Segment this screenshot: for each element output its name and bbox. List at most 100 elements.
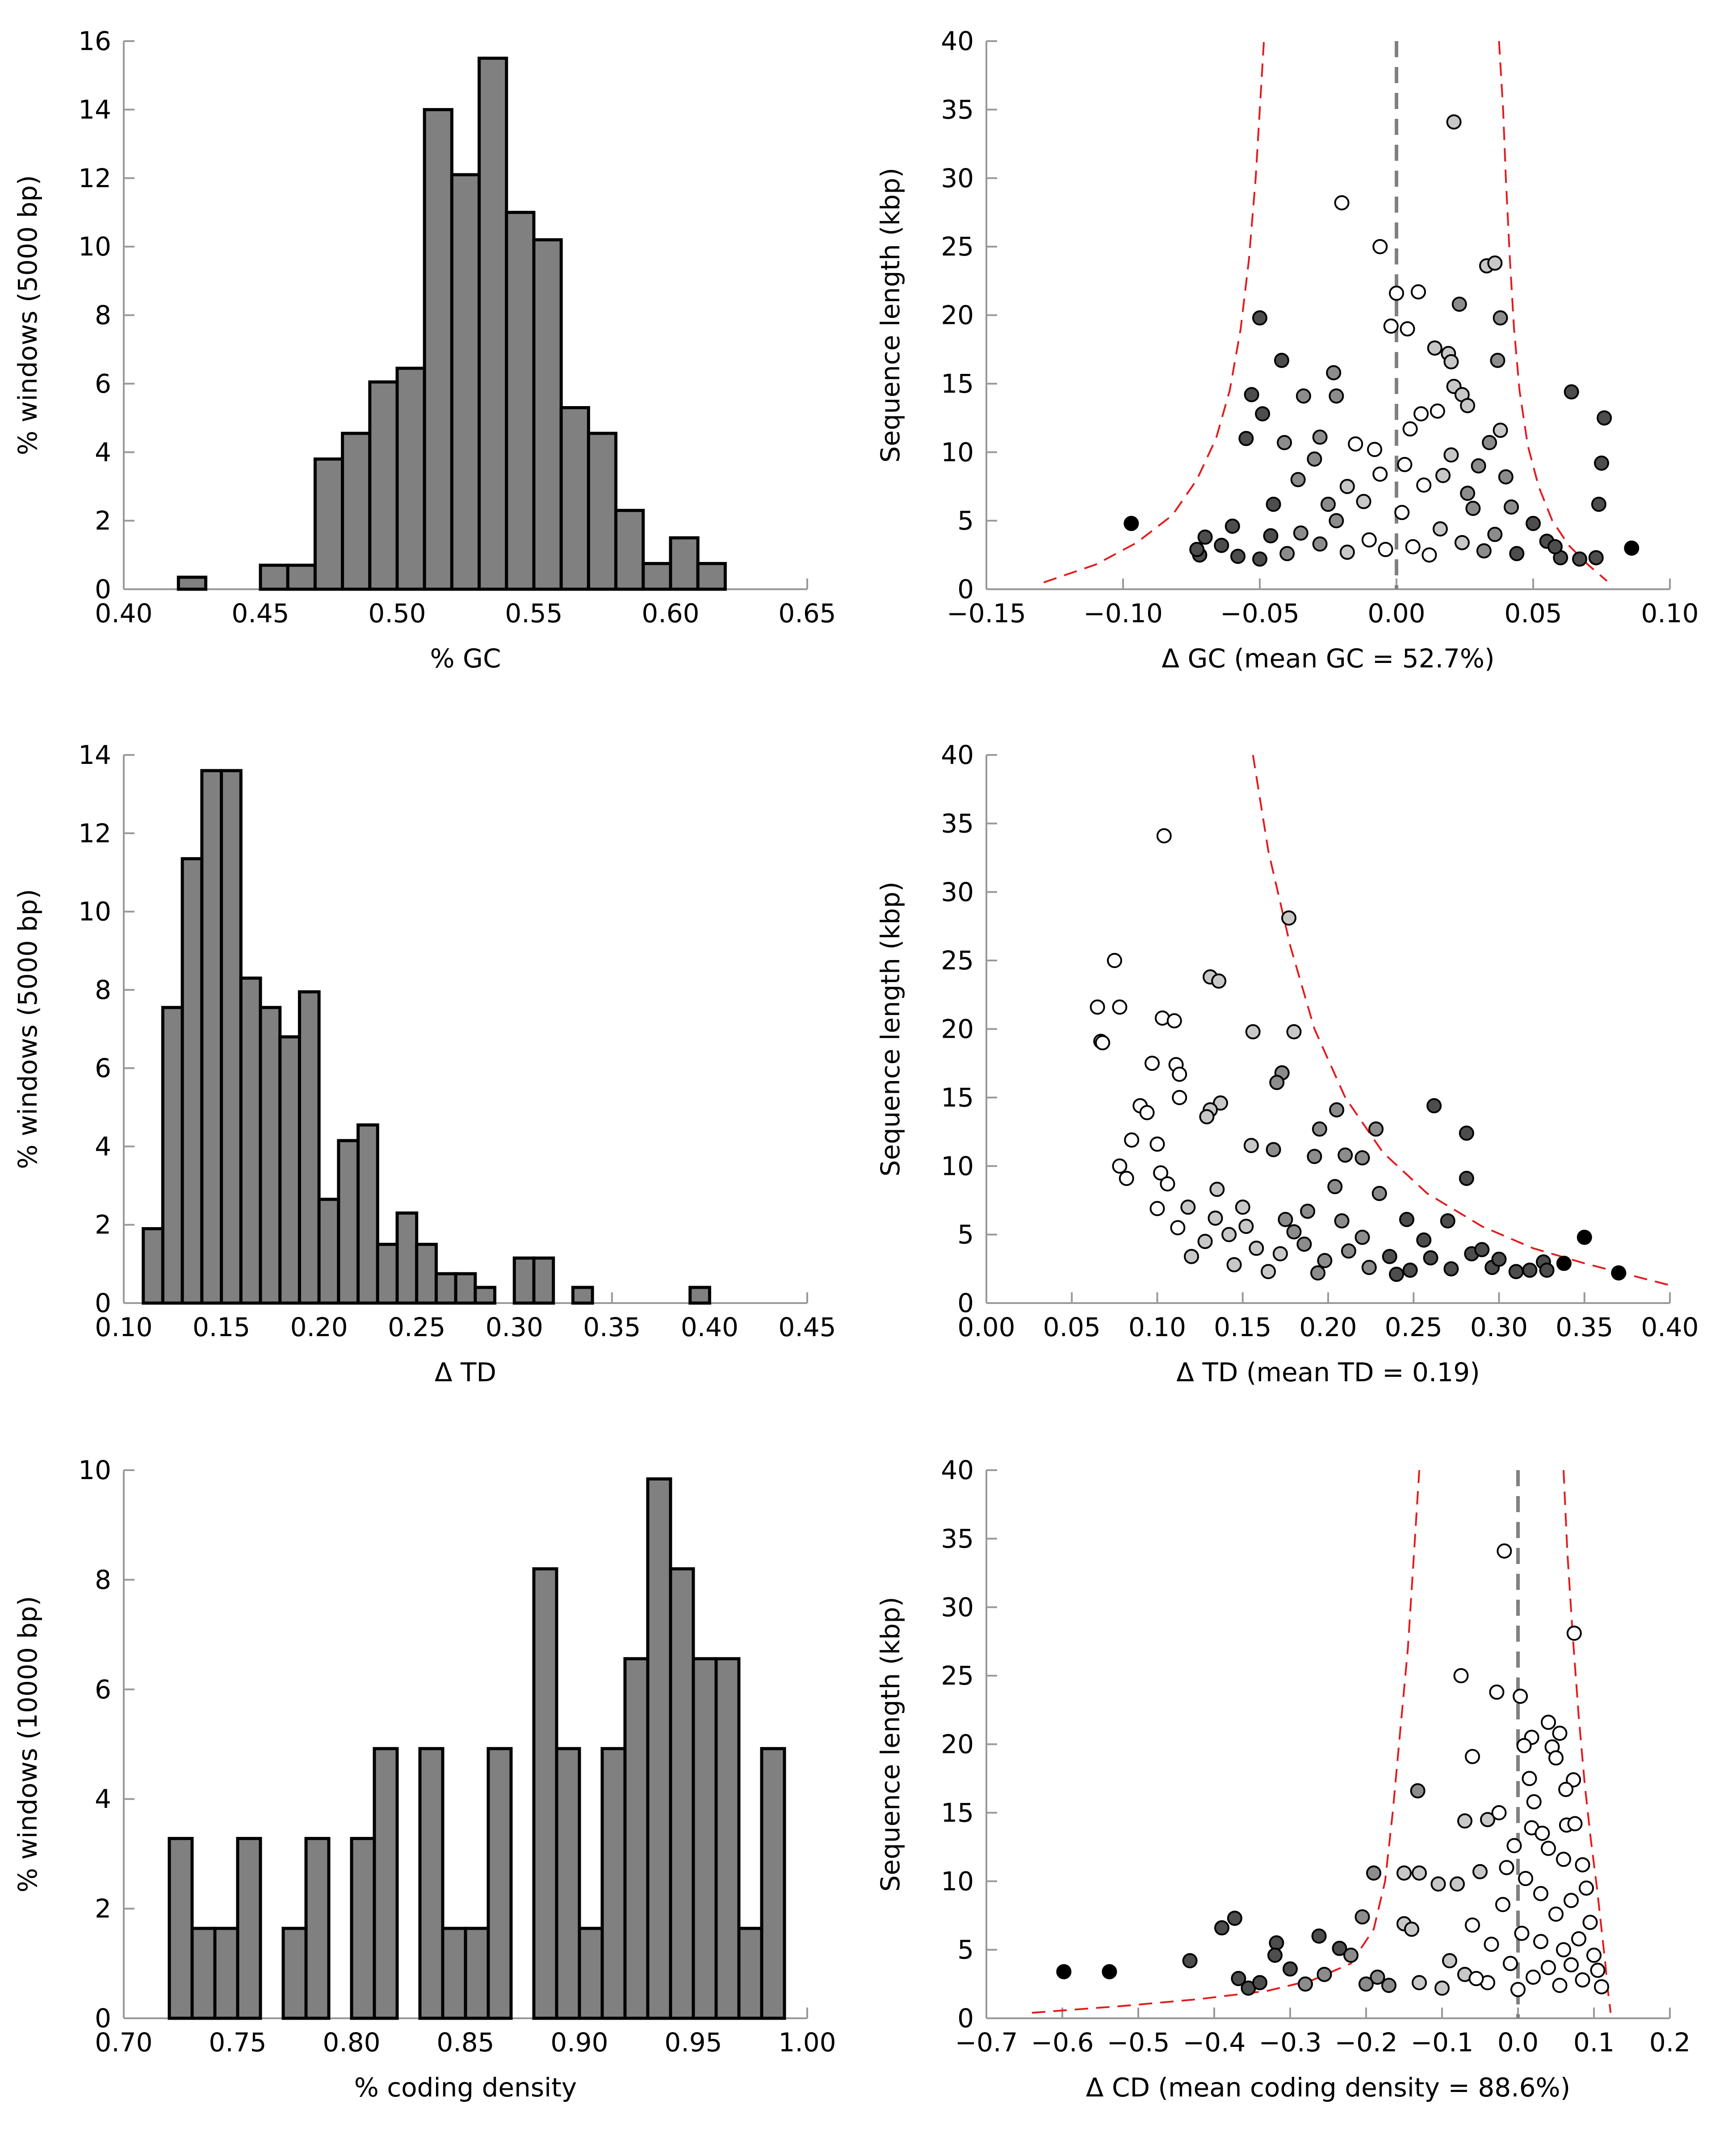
td-scatter-x-tick-label: 0.05 (1043, 1312, 1101, 1342)
cd-scatter-point (1227, 1911, 1242, 1926)
gc-scatter-point (1293, 525, 1308, 541)
gc-scatter-point (1460, 486, 1476, 501)
cd-scatter-bound-curve (1032, 1470, 1420, 2014)
td-scatter-point (1095, 1035, 1111, 1051)
cd-scatter-point (1518, 1871, 1533, 1886)
gc-hist-y-tick-label: 2 (95, 506, 111, 536)
td-hist-bar (434, 1272, 457, 1305)
gc-hist-bar (505, 210, 536, 591)
cd-hist-bar (350, 1837, 376, 2020)
td-hist-bar (259, 1006, 282, 1305)
td-scatter-x-tick-label: 0.40 (1641, 1312, 1698, 1342)
cd-scatter-point (1465, 1749, 1480, 1765)
td-scatter-point (1170, 1220, 1186, 1236)
cd-scatter-point (1533, 1934, 1548, 1949)
cd-scatter-point (1526, 1794, 1542, 1810)
gc-scatter-y-tick-label: 30 (941, 163, 974, 193)
td-hist-bar (356, 1123, 379, 1305)
gc-hist-x-tick-label: 0.60 (642, 598, 699, 629)
cd-scatter-point (1359, 1976, 1374, 1992)
td-scatter-point (1440, 1213, 1455, 1228)
td-scatter-point (1361, 1260, 1377, 1275)
cd-scatter-point (1102, 1964, 1117, 1979)
gc-scatter-point (1290, 472, 1306, 487)
td-hist-x-tick-label: 0.40 (681, 1312, 738, 1342)
td-hist-bar (395, 1211, 419, 1305)
gc-scatter-point (1321, 496, 1336, 512)
td-scatter-point (1119, 1170, 1134, 1186)
gc-hist-bar (395, 366, 426, 591)
cd-scatter-point (1541, 1840, 1556, 1856)
td-scatter-point (1508, 1264, 1524, 1279)
cd-hist-bar (532, 1567, 558, 2020)
td-scatter-point (1334, 1213, 1350, 1228)
gc-hist-bar (642, 562, 672, 591)
gc-scatter-point (1329, 388, 1344, 404)
td-hist-y-tick-label: 0 (95, 1288, 111, 1318)
gc-scatter-point (1252, 551, 1267, 567)
cd-scatter-point (1535, 1825, 1550, 1841)
td-hist-y-tick-label: 4 (95, 1131, 111, 1161)
cd-scatter-point (1594, 1979, 1609, 1995)
gc-scatter-x-tick-label: 0.10 (1641, 598, 1698, 629)
gc-hist-x-tick-label: 0.50 (368, 598, 426, 629)
td-scatter-point (1317, 1253, 1333, 1268)
cd-scatter-point (1558, 1782, 1574, 1797)
td-scatter-point (1281, 910, 1297, 926)
gc-scatter-point (1413, 406, 1429, 422)
cd-scatter-point (1497, 1543, 1512, 1559)
cd-scatter-point (1484, 1937, 1499, 1952)
cd-hist-panel: 0.70 0.75 0.80 0.85 0.90 0.95 1.00 0 2 4 6 8 10 % cod… (13, 1455, 836, 2103)
gc-scatter-point (1367, 442, 1383, 457)
td-scatter-x-tick-label: 0.10 (1128, 1312, 1186, 1342)
td-scatter-x-tick-label: 0.30 (1470, 1312, 1528, 1342)
gc-scatter-point (1482, 435, 1497, 450)
gc-scatter-point (1255, 406, 1271, 422)
td-scatter-point (1286, 1024, 1302, 1040)
gc-hist-bar (669, 536, 700, 591)
gc-scatter-point (1339, 478, 1355, 494)
td-scatter-point (1249, 1241, 1264, 1256)
cd-scatter-point (1552, 1978, 1568, 1993)
gc-scatter-point (1597, 410, 1612, 426)
gc-hist-bar (696, 562, 727, 591)
td-scatter-point (1208, 1210, 1223, 1226)
cd-hist-bar (464, 1927, 490, 2020)
cd-scatter-point (1231, 1971, 1246, 1987)
td-scatter-x-tick-label: 0.00 (957, 1312, 1015, 1342)
cd-scatter-point (1510, 1982, 1526, 1997)
cd-hist-bar (555, 1747, 581, 2020)
gc-scatter-point (1591, 496, 1606, 512)
td-scatter-y-tick-label: 5 (957, 1220, 974, 1250)
gc-scatter-y-tick-label: 5 (957, 506, 974, 536)
td-hist-x-label: Δ TD (435, 1357, 496, 1388)
gc-scatter-point (1416, 477, 1432, 493)
td-scatter-point (1354, 1150, 1370, 1165)
td-scatter-point (1107, 953, 1122, 968)
gc-scatter-point (1476, 543, 1492, 559)
td-hist-bar (415, 1243, 438, 1305)
gc-scatter-point (1572, 551, 1588, 567)
gc-hist-y-tick-label: 10 (78, 231, 111, 262)
td-hist-y-tick-label: 6 (95, 1053, 111, 1083)
td-hist-x-tick-label: 0.30 (486, 1312, 543, 1342)
cd-scatter-point (1283, 1961, 1298, 1977)
cd-scatter-point (1526, 1969, 1541, 1985)
cd-scatter-point (1381, 1978, 1396, 1993)
gc-scatter-point (1356, 494, 1371, 509)
cd-hist-y-tick-label: 2 (95, 1894, 111, 1924)
gc-scatter-x-tick-label: −0.05 (1220, 598, 1300, 629)
cd-scatter-y-tick-label: 15 (941, 1798, 974, 1828)
gc-hist-y-tick-label: 14 (78, 94, 111, 125)
gc-scatter-point (1471, 458, 1486, 474)
td-hist-y-tick-label: 8 (95, 975, 111, 1005)
td-hist-bar (180, 857, 204, 1305)
td-scatter-point (1310, 1265, 1326, 1281)
cd-scatter-point (1442, 1953, 1457, 1969)
gc-scatter-point (1402, 421, 1418, 437)
gc-scatter-y-tick-label: 20 (941, 300, 974, 331)
cd-scatter-point (1564, 1957, 1579, 1973)
td-scatter-bound-curve (1252, 755, 1670, 1287)
gc-hist-y-tick-label: 8 (95, 300, 111, 331)
cd-hist-bar (373, 1747, 399, 2020)
